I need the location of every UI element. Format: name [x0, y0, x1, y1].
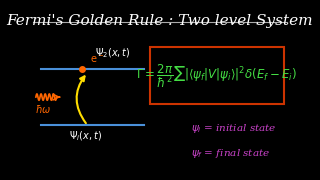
- Text: $\psi_i$ = initial state: $\psi_i$ = initial state: [191, 122, 276, 136]
- Text: $\Gamma = \dfrac{2\pi}{\hbar^2}\sum|\langle\psi_f|V|\psi_i\rangle|^2\delta(E_f -: $\Gamma = \dfrac{2\pi}{\hbar^2}\sum|\lan…: [136, 62, 297, 90]
- Text: $\hbar\omega$: $\hbar\omega$: [36, 103, 52, 116]
- Text: $\psi_f$ = final state: $\psi_f$ = final state: [191, 147, 270, 160]
- Text: $\Psi_i(x,t)$: $\Psi_i(x,t)$: [69, 130, 103, 143]
- FancyArrowPatch shape: [76, 76, 86, 123]
- Text: Fermi's Golden Rule : Two level System: Fermi's Golden Rule : Two level System: [7, 14, 313, 28]
- Text: e$^-$: e$^-$: [90, 54, 105, 65]
- Text: $\Psi_2(x,t)$: $\Psi_2(x,t)$: [95, 46, 131, 60]
